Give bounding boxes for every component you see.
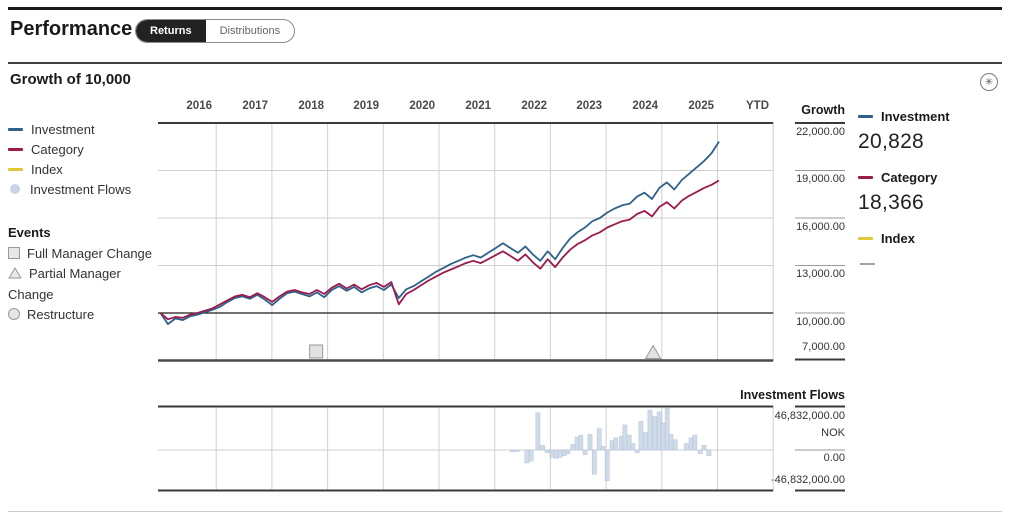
flows-circle-icon	[10, 184, 20, 194]
flows-min-label: -46,832,000.00	[770, 474, 845, 486]
event-item-restructure: Restructure	[8, 305, 160, 325]
event-label: Partial Manager Change	[8, 266, 121, 302]
event-item-partial-manager-change: Partial Manager Change	[8, 264, 160, 305]
right-legend-investment: Investment	[858, 109, 950, 124]
index-dash-icon	[8, 167, 23, 171]
flows-currency-label: NOK	[821, 427, 845, 439]
investment-dash-icon	[8, 127, 23, 131]
section-title: Growth of 10,000	[10, 71, 131, 88]
legend-item-index[interactable]: Index	[8, 159, 158, 179]
growth-tick: 10,000.00	[796, 316, 845, 328]
legend-item-investment[interactable]: Investment	[8, 119, 158, 139]
category-current-value: 18,366	[858, 191, 925, 214]
right-legend-label: Investment	[881, 109, 950, 124]
x-tick-2017: 2017	[242, 100, 268, 112]
right-legend-index: Index	[858, 231, 915, 246]
legend-label: Investment	[31, 121, 95, 137]
index-current-value: —	[860, 255, 875, 272]
category-dash-icon	[8, 147, 23, 151]
tab-returns[interactable]: Returns	[136, 20, 206, 42]
legend-item-investment-flows[interactable]: Investment Flows	[8, 179, 158, 199]
triangle-marker-icon	[8, 265, 22, 285]
header-divider	[8, 62, 1002, 64]
events-title: Events	[8, 225, 51, 240]
index-dash-icon	[858, 237, 873, 240]
page-title: Performance	[10, 18, 133, 40]
right-legend-category: Category	[858, 170, 937, 185]
x-tick-2022: 2022	[521, 100, 547, 112]
circle-marker-icon	[8, 308, 20, 320]
legend-item-category[interactable]: Category	[8, 139, 158, 159]
growth-tick: 19,000.00	[796, 173, 845, 185]
x-tick-2016: 2016	[186, 100, 212, 112]
investment-dash-icon	[858, 115, 873, 118]
x-tick-2023: 2023	[576, 100, 602, 112]
x-tick-2021: 2021	[465, 100, 491, 112]
growth-tick: 7,000.00	[802, 341, 845, 353]
x-tick-2024: 2024	[632, 100, 658, 112]
investment-current-value: 20,828	[858, 130, 925, 153]
events-legend: Events Full Manager Change Partial Manag…	[8, 222, 160, 325]
x-tick-2019: 2019	[353, 100, 379, 112]
event-label: Full Manager Change	[27, 246, 153, 261]
event-item-full-manager-change: Full Manager Change	[8, 244, 160, 264]
flows-max-label: 46,832,000.00	[774, 410, 845, 422]
x-tick-ytd: YTD	[746, 100, 769, 112]
flows-header: Investment Flows	[740, 388, 845, 402]
tab-distributions[interactable]: Distributions	[206, 20, 295, 42]
series-legend: Investment Category Index Investment Flo…	[8, 119, 158, 199]
bottom-divider	[8, 511, 1002, 512]
top-rule	[8, 7, 1002, 10]
growth-tick: 13,000.00	[796, 268, 845, 280]
right-legend-label: Category	[881, 170, 938, 185]
right-legend-label: Index	[881, 231, 915, 246]
legend-label: Investment Flows	[30, 181, 132, 197]
circled-asterisk-icon[interactable]: ✳	[980, 73, 998, 91]
growth-axis-header: Growth	[801, 103, 845, 117]
growth-tick: 16,000.00	[796, 221, 845, 233]
event-label: Restructure	[27, 307, 95, 322]
flows-zero-label: 0.00	[823, 452, 845, 464]
x-tick-2020: 2020	[409, 100, 435, 112]
square-marker-icon	[8, 247, 20, 259]
growth-tick: 22,000.00	[796, 126, 845, 138]
view-toggle: Returns Distributions	[135, 19, 296, 43]
x-tick-2018: 2018	[298, 100, 324, 112]
x-tick-2025: 2025	[688, 100, 714, 112]
legend-label: Category	[31, 141, 84, 157]
legend-label: Index	[31, 161, 63, 177]
category-dash-icon	[858, 176, 873, 179]
